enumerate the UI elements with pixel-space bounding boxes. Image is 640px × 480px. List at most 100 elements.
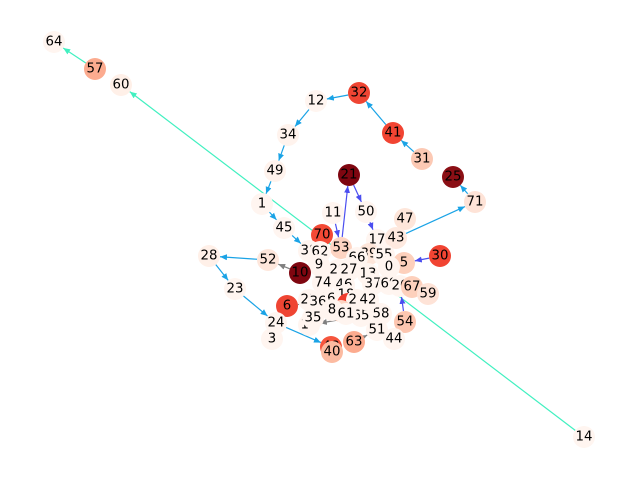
edge-41-32 [365, 100, 387, 126]
node-9: 9 [308, 254, 330, 276]
node-label-42: 42 [360, 293, 377, 308]
node-circle-9 [308, 254, 330, 276]
node-circle-70 [311, 224, 333, 246]
node-label-9: 9 [315, 258, 323, 273]
edge-30-5 [414, 256, 430, 263]
edge-10-52 [277, 263, 291, 270]
node-circle-21 [338, 164, 360, 186]
node-circle-30 [429, 245, 451, 267]
edge-34-49 [278, 145, 285, 161]
node-label-43: 43 [388, 231, 405, 246]
node-70: 70 [311, 224, 333, 246]
node-label-61: 61 [338, 307, 355, 322]
node-label-32: 32 [351, 86, 368, 101]
node-circle-61 [335, 303, 357, 325]
node-label-50: 50 [358, 205, 375, 220]
node-14: 14 [573, 426, 595, 448]
node-51: 51 [366, 319, 388, 341]
node-label-49: 49 [267, 164, 284, 179]
node-label-70: 70 [314, 228, 331, 243]
node-64: 64 [43, 31, 65, 53]
node-label-31: 31 [414, 152, 431, 167]
node-label-12: 12 [308, 94, 325, 109]
edge-31-41 [400, 139, 415, 153]
node-0: 0 [378, 256, 400, 278]
node-32: 32 [348, 82, 370, 104]
edge-49-1 [265, 181, 272, 194]
node-label-8: 8 [328, 303, 336, 318]
node-label-45: 45 [276, 221, 293, 236]
node-circle-11 [322, 202, 344, 224]
node-3: 3 [261, 328, 283, 350]
node-circle-12 [305, 90, 327, 112]
edge-21-50 [353, 184, 362, 203]
node-label-3: 3 [268, 332, 276, 347]
node-label-74: 74 [315, 276, 332, 291]
node-circle-53 [330, 237, 352, 259]
node-circle-45 [273, 217, 295, 239]
node-25: 25 [442, 166, 464, 188]
node-label-60: 60 [113, 78, 130, 93]
node-50: 50 [355, 201, 377, 223]
edge-24-48 [285, 326, 322, 344]
node-label-10: 10 [292, 266, 309, 281]
node-49: 49 [264, 160, 286, 182]
node-circle-52 [257, 249, 279, 271]
node-circle-47 [394, 208, 416, 230]
node-label-23: 23 [227, 282, 244, 297]
node-61: 61 [335, 303, 357, 325]
edge-32-12 [326, 94, 349, 101]
edge-28-23 [215, 264, 229, 281]
node-label-0: 0 [385, 260, 393, 275]
node-circle-71 [464, 191, 486, 213]
node-label-41: 41 [385, 126, 402, 141]
node-label-44: 44 [386, 332, 403, 347]
node-label-58: 58 [373, 307, 390, 322]
edge-52-28 [219, 254, 258, 261]
node-53: 53 [330, 237, 352, 259]
node-12: 12 [305, 90, 327, 112]
edge-11-53 [334, 223, 340, 238]
node-circle-50 [355, 201, 377, 223]
node-circle-51 [366, 319, 388, 341]
node-label-47: 47 [397, 212, 414, 227]
node-circle-63 [343, 331, 365, 353]
edge-45-38 [291, 235, 302, 244]
node-circle-64 [43, 31, 65, 53]
edge-53-21 [341, 185, 351, 238]
node-52: 52 [257, 249, 279, 271]
node-60: 60 [110, 74, 132, 96]
node-label-24: 24 [268, 316, 285, 331]
node-circle-10 [289, 262, 311, 284]
edge-12-34 [294, 109, 310, 127]
node-63: 63 [343, 331, 365, 353]
node-45: 45 [273, 217, 295, 239]
node-label-34: 34 [280, 128, 297, 143]
node-6: 6 [276, 295, 298, 317]
node-42: 42 [357, 289, 379, 311]
node-circle-25 [442, 166, 464, 188]
node-71: 71 [464, 191, 486, 213]
node-label-5: 5 [400, 256, 408, 271]
edge-43-71 [405, 206, 466, 234]
edge-57-64 [62, 47, 87, 64]
node-label-6: 6 [283, 299, 291, 314]
node-label-28: 28 [201, 249, 218, 264]
node-circle-54 [394, 311, 416, 333]
node-59: 59 [417, 283, 439, 305]
node-circle-6 [276, 295, 298, 317]
node-label-57: 57 [87, 62, 104, 77]
node-21: 21 [338, 164, 360, 186]
node-circle-23 [224, 278, 246, 300]
node-circle-42 [357, 289, 379, 311]
node-label-11: 11 [325, 206, 342, 221]
node-circle-40 [321, 341, 343, 363]
edge-50-17 [367, 222, 374, 230]
node-label-21: 21 [341, 168, 358, 183]
node-circle-32 [348, 82, 370, 104]
node-41: 41 [382, 122, 404, 144]
node-11: 11 [322, 202, 344, 224]
node-54: 54 [394, 311, 416, 333]
